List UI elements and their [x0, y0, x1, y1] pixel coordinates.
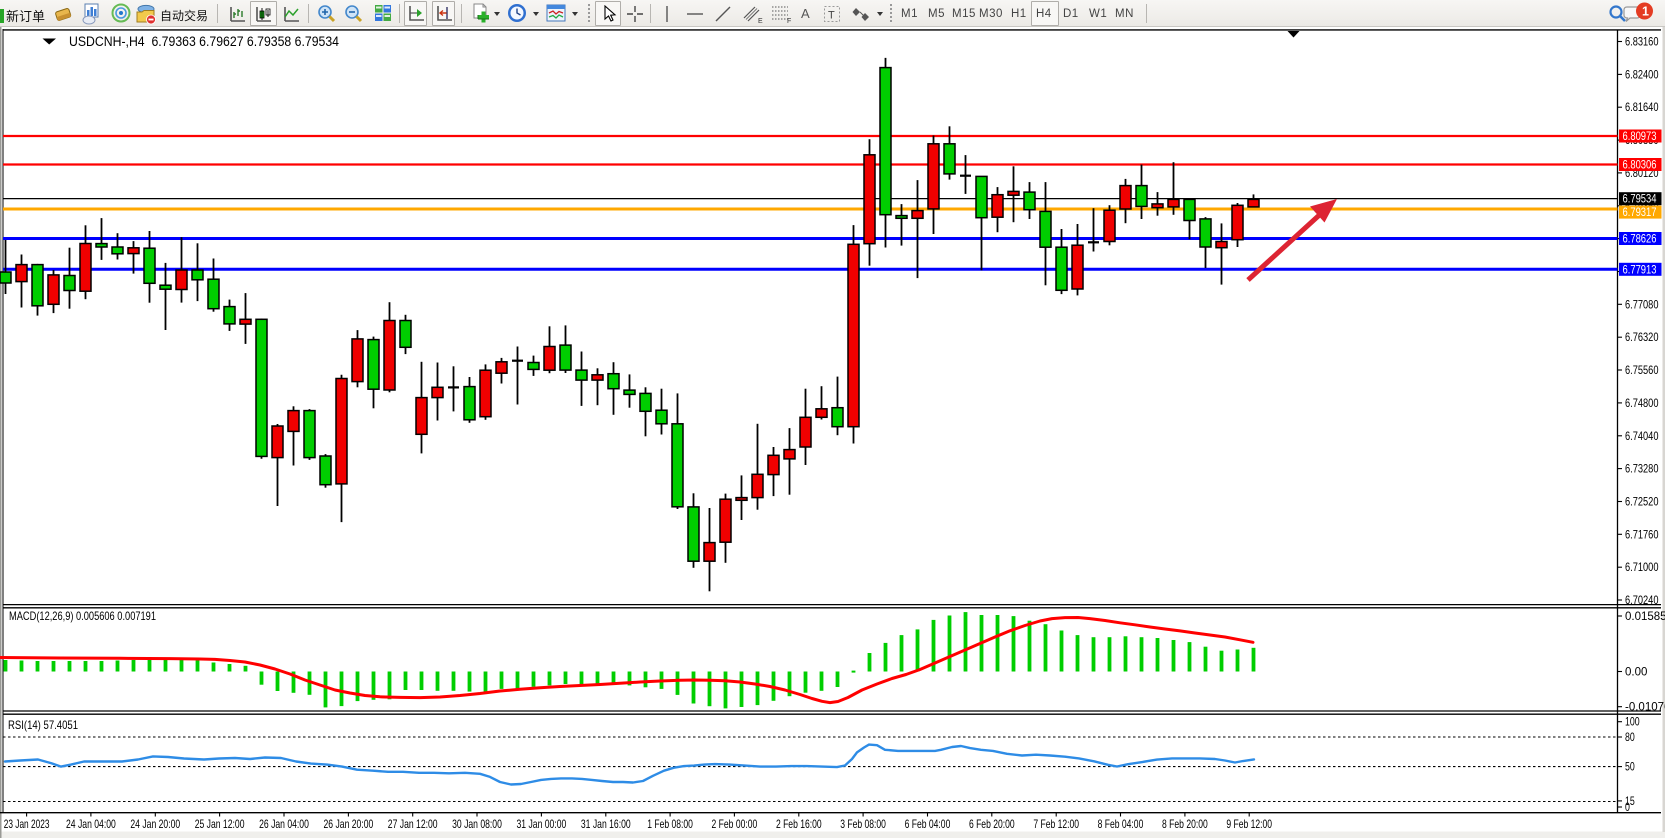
svg-text:6.79317: 6.79317 — [1623, 205, 1657, 219]
svg-text:80: 80 — [1625, 730, 1635, 744]
svg-text:24 Jan 20:00: 24 Jan 20:00 — [130, 817, 180, 831]
svg-text:6.80973: 6.80973 — [1623, 129, 1657, 143]
svg-text:6.77080: 6.77080 — [1625, 297, 1659, 311]
svg-text:F: F — [787, 18, 791, 24]
svg-text:2 Feb 16:00: 2 Feb 16:00 — [776, 817, 822, 831]
svg-text:30 Jan 08:00: 30 Jan 08:00 — [452, 817, 502, 831]
svg-text:MACD(12,26,9) 0.005606 0.00719: MACD(12,26,9) 0.005606 0.007191 — [9, 609, 156, 623]
svg-text:9 Feb 12:00: 9 Feb 12:00 — [1226, 817, 1272, 831]
svg-text:E: E — [758, 18, 763, 24]
svg-text:6.73280: 6.73280 — [1625, 462, 1659, 476]
svg-text:6.77913: 6.77913 — [1623, 262, 1657, 276]
svg-text:15: 15 — [1625, 794, 1635, 808]
svg-text:6.82400: 6.82400 — [1625, 67, 1659, 81]
svg-text:6.72520: 6.72520 — [1625, 495, 1659, 509]
svg-text:7 Feb 12:00: 7 Feb 12:00 — [1033, 817, 1079, 831]
svg-text:1: 1 — [1642, 5, 1649, 19]
svg-text:50: 50 — [1625, 760, 1635, 774]
svg-text:0.00: 0.00 — [1625, 667, 1647, 679]
svg-text:8 Feb 20:00: 8 Feb 20:00 — [1162, 817, 1208, 831]
svg-text:6.70240: 6.70240 — [1625, 593, 1659, 607]
svg-text:6.83160: 6.83160 — [1625, 35, 1659, 49]
svg-text:0.015856: 0.015856 — [1625, 611, 1665, 623]
svg-text:6.71000: 6.71000 — [1625, 560, 1659, 574]
svg-text:25 Jan 12:00: 25 Jan 12:00 — [195, 817, 245, 831]
svg-text:6.74800: 6.74800 — [1625, 396, 1659, 410]
svg-text:6.71760: 6.71760 — [1625, 527, 1659, 541]
svg-text:23 Jan 2023: 23 Jan 2023 — [4, 817, 50, 831]
svg-text:8 Feb 04:00: 8 Feb 04:00 — [1098, 817, 1144, 831]
svg-text:6 Feb 04:00: 6 Feb 04:00 — [905, 817, 951, 831]
svg-text:100: 100 — [1625, 715, 1640, 729]
svg-text:6.81640: 6.81640 — [1625, 100, 1659, 114]
svg-text:26 Jan 04:00: 26 Jan 04:00 — [259, 817, 309, 831]
svg-text:1 Feb 08:00: 1 Feb 08:00 — [647, 817, 693, 831]
svg-text:31 Jan 16:00: 31 Jan 16:00 — [581, 817, 631, 831]
svg-text:24 Jan 04:00: 24 Jan 04:00 — [66, 817, 116, 831]
svg-text:USDCNH-,H4 6.79363 6.79627 6.: USDCNH-,H4 6.79363 6.79627 6.79358 6.795… — [69, 34, 339, 49]
svg-text:3 Feb 08:00: 3 Feb 08:00 — [840, 817, 886, 831]
svg-text:6.79534: 6.79534 — [1623, 192, 1657, 206]
svg-text:6 Feb 20:00: 6 Feb 20:00 — [969, 817, 1015, 831]
svg-text:6.74040: 6.74040 — [1625, 429, 1659, 443]
svg-text:6.76320: 6.76320 — [1625, 330, 1659, 344]
svg-text:RSI(14) 57.4051: RSI(14) 57.4051 — [8, 718, 78, 732]
svg-text:31 Jan 00:00: 31 Jan 00:00 — [517, 817, 567, 831]
svg-text:2 Feb 00:00: 2 Feb 00:00 — [712, 817, 758, 831]
svg-text:26 Jan 20:00: 26 Jan 20:00 — [324, 817, 374, 831]
svg-text:0: 0 — [1625, 800, 1630, 814]
svg-text:-0.01076: -0.01076 — [1625, 702, 1665, 714]
svg-text:T: T — [828, 10, 835, 22]
svg-text:6.75560: 6.75560 — [1625, 363, 1659, 377]
svg-text:6.80306: 6.80306 — [1623, 158, 1657, 172]
svg-text:27 Jan 12:00: 27 Jan 12:00 — [388, 817, 438, 831]
svg-text:6.78626: 6.78626 — [1623, 232, 1657, 246]
